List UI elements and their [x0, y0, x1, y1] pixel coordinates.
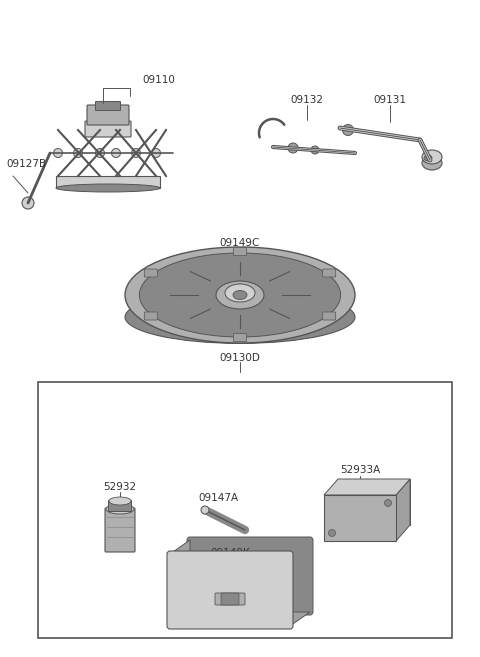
Circle shape — [96, 148, 105, 158]
FancyBboxPatch shape — [233, 334, 247, 342]
Circle shape — [343, 124, 353, 135]
FancyBboxPatch shape — [323, 312, 336, 320]
Polygon shape — [338, 479, 410, 525]
Circle shape — [201, 506, 209, 514]
Polygon shape — [324, 479, 410, 495]
Circle shape — [22, 197, 34, 209]
FancyBboxPatch shape — [323, 269, 336, 277]
FancyBboxPatch shape — [38, 382, 452, 638]
FancyBboxPatch shape — [215, 593, 245, 605]
Polygon shape — [170, 612, 310, 626]
FancyBboxPatch shape — [96, 101, 120, 110]
Ellipse shape — [125, 290, 355, 344]
Ellipse shape — [106, 504, 134, 514]
Circle shape — [384, 499, 392, 507]
FancyBboxPatch shape — [187, 537, 313, 615]
Circle shape — [53, 148, 62, 158]
FancyBboxPatch shape — [221, 593, 239, 605]
Polygon shape — [170, 540, 190, 626]
Text: 09127B: 09127B — [6, 159, 46, 169]
FancyBboxPatch shape — [233, 248, 247, 256]
FancyBboxPatch shape — [324, 495, 396, 541]
FancyBboxPatch shape — [105, 508, 135, 552]
FancyBboxPatch shape — [85, 121, 131, 137]
Ellipse shape — [233, 290, 247, 300]
Text: 09149C: 09149C — [220, 238, 260, 248]
Ellipse shape — [422, 150, 442, 164]
FancyBboxPatch shape — [167, 551, 293, 629]
Ellipse shape — [56, 184, 160, 192]
Circle shape — [73, 148, 83, 158]
Text: 09110: 09110 — [142, 75, 175, 85]
Ellipse shape — [109, 497, 131, 505]
Polygon shape — [396, 479, 410, 541]
Circle shape — [132, 148, 141, 158]
Text: 09132: 09132 — [290, 95, 324, 105]
Text: 09130D: 09130D — [219, 353, 261, 363]
Ellipse shape — [225, 284, 255, 302]
Ellipse shape — [216, 281, 264, 309]
Text: 09149K: 09149K — [210, 548, 250, 558]
Ellipse shape — [125, 247, 355, 343]
FancyBboxPatch shape — [108, 501, 132, 512]
Text: 52932: 52932 — [103, 482, 137, 492]
Circle shape — [328, 530, 336, 537]
Ellipse shape — [139, 253, 341, 337]
Circle shape — [152, 148, 160, 158]
Circle shape — [311, 146, 319, 154]
Text: 52933A: 52933A — [340, 465, 380, 475]
Circle shape — [111, 148, 120, 158]
Ellipse shape — [422, 156, 442, 170]
FancyBboxPatch shape — [87, 105, 129, 125]
FancyBboxPatch shape — [144, 312, 157, 320]
Text: 09131: 09131 — [373, 95, 407, 105]
FancyBboxPatch shape — [56, 176, 160, 188]
Ellipse shape — [424, 155, 432, 161]
Text: 09147A: 09147A — [198, 493, 238, 503]
Circle shape — [288, 143, 298, 153]
FancyBboxPatch shape — [144, 269, 157, 277]
